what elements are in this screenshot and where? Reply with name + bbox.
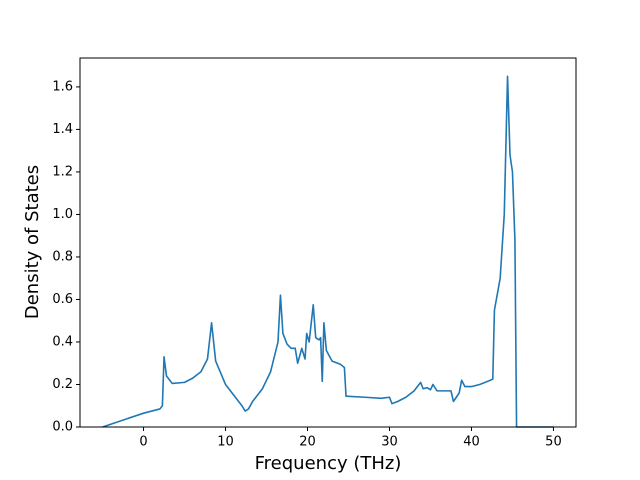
y-tick-label: 0.2 (52, 377, 73, 392)
y-tick-label: 0.6 (52, 292, 73, 307)
y-axis-label: Density of States (22, 165, 43, 319)
y-tick-label: 0.8 (52, 249, 73, 264)
y-tick-label: 0.4 (52, 334, 73, 349)
x-tick-label: 30 (381, 435, 398, 450)
density-line (102, 75, 554, 428)
x-tick-label: 50 (545, 435, 562, 450)
y-tick-label: 1.0 (52, 207, 73, 222)
plot-frame (79, 57, 577, 428)
x-axis-label: Frequency (THz) (255, 453, 402, 474)
y-tick-label: 1.4 (52, 122, 73, 137)
y-tick-label: 1.6 (52, 79, 73, 94)
y-tick-label: 1.2 (52, 164, 73, 179)
x-tick-label: 0 (139, 435, 147, 450)
x-tick-label: 20 (299, 435, 316, 450)
y-tick-label: 0.0 (52, 420, 73, 435)
x-tick-label: 40 (463, 435, 480, 450)
x-tick-label: 10 (217, 435, 234, 450)
